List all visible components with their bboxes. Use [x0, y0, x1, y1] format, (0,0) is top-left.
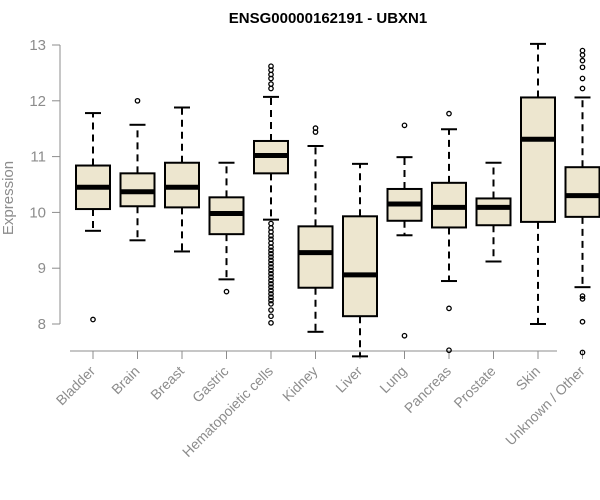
box-breast — [164, 106, 200, 253]
iqr-box — [564, 166, 600, 218]
x-tick-label-brain: Brain — [108, 363, 142, 397]
outlier-point — [268, 301, 274, 307]
outlier-point — [268, 320, 274, 326]
box-gastric — [208, 161, 245, 295]
outlier-point — [579, 57, 586, 64]
outlier-point — [268, 267, 274, 274]
box-lung — [386, 122, 423, 339]
iqr-box — [297, 225, 334, 289]
outlier-point — [312, 125, 319, 131]
outlier-point — [268, 313, 274, 320]
x-tick-label-gastric: Gastric — [189, 363, 232, 406]
x-tick-label-breast: Breast — [147, 363, 187, 403]
outlier-point — [268, 270, 274, 277]
outlier-point — [579, 52, 586, 58]
outlier-point — [268, 280, 274, 287]
box-unknown-other — [564, 47, 600, 356]
iqr-box — [342, 215, 378, 318]
y-tick-label: 12 — [29, 93, 46, 110]
outlier-point — [579, 293, 586, 299]
outlier-point — [268, 307, 274, 313]
y-tick-label: 13 — [29, 37, 46, 54]
y-axis-label: Expression — [0, 161, 17, 235]
box-prostate — [475, 161, 512, 263]
outlier-point — [579, 318, 586, 325]
outlier-point — [268, 297, 274, 304]
outlier-point — [401, 332, 408, 339]
outlier-point — [268, 247, 274, 254]
outlier-point — [268, 250, 274, 257]
outlier-point — [268, 63, 274, 70]
outlier-point — [223, 288, 230, 295]
outlier-point — [134, 97, 141, 104]
x-tick-label-pancreas: Pancreas — [401, 363, 454, 416]
iqr-box — [520, 96, 556, 223]
outlier-point — [579, 296, 586, 302]
outlier-point — [579, 349, 586, 356]
y-tick-label: 9 — [38, 260, 46, 277]
x-tick-label-kidney: Kidney — [279, 363, 321, 405]
outlier-point — [268, 264, 274, 270]
box-hematopoietic-cells — [253, 63, 289, 326]
iqr-box — [475, 197, 512, 227]
outlier-point — [90, 316, 96, 323]
outlier-point — [268, 287, 274, 294]
outlier-point — [268, 220, 274, 227]
outlier-point — [268, 291, 274, 297]
x-tick-label-liver: Liver — [332, 363, 365, 396]
x-tick-label-prostate: Prostate — [450, 363, 498, 411]
outlier-point — [446, 110, 452, 117]
outlier-point — [579, 75, 586, 82]
outlier-point — [401, 122, 408, 129]
x-tick-label-skin: Skin — [513, 363, 544, 394]
x-tick-label-bladder: Bladder — [53, 363, 99, 409]
x-tick-label-unknown-other: Unknown / Other — [502, 363, 588, 449]
box-kidney — [297, 125, 334, 333]
outlier-point — [446, 305, 452, 312]
outlier-point — [268, 274, 274, 280]
y-tick-label: 11 — [30, 149, 46, 166]
outlier-point — [268, 81, 274, 87]
box-pancreas — [431, 110, 467, 354]
y-tick-label: 8 — [38, 316, 46, 333]
outlier-point — [268, 277, 274, 284]
box-liver — [342, 162, 378, 358]
outlier-point — [579, 85, 586, 92]
outlier-point — [268, 260, 274, 267]
y-tick-label: 10 — [29, 204, 46, 221]
boxes — [75, 42, 600, 358]
box-brain — [119, 97, 156, 242]
y-ticks: 8 9 10 11 12 13 — [29, 37, 60, 333]
box-skin — [520, 42, 556, 325]
outlier-point — [268, 232, 274, 239]
chart-title: ENSG00000162191 - UBXN1 — [229, 10, 427, 27]
outlier-point — [268, 254, 274, 260]
x-tick-label-lung: Lung — [376, 363, 409, 396]
outlier-point — [268, 244, 274, 250]
outlier-point — [579, 64, 586, 71]
outlier-point — [268, 294, 274, 301]
outlier-point — [268, 85, 274, 92]
box-bladder — [75, 112, 111, 323]
outlier-point — [446, 347, 452, 354]
outlier-point — [268, 284, 274, 291]
outlier-point — [268, 257, 274, 264]
outlier-point — [579, 47, 586, 54]
